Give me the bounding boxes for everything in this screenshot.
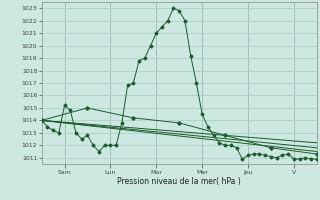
X-axis label: Pression niveau de la mer( hPa ): Pression niveau de la mer( hPa ) bbox=[117, 177, 241, 186]
